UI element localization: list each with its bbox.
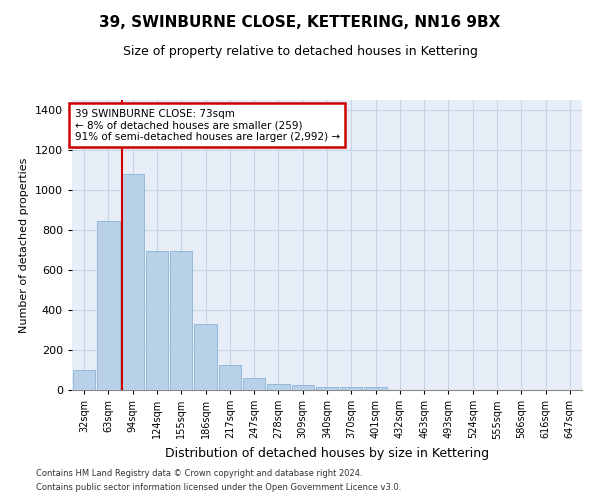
Bar	[122, 174, 144, 390]
Bar	[292, 385, 314, 390]
Bar	[97, 221, 119, 390]
Bar	[316, 387, 338, 390]
X-axis label: Distribution of detached houses by size in Kettering: Distribution of detached houses by size …	[165, 447, 489, 460]
Bar	[170, 251, 193, 390]
Text: Contains HM Land Registry data © Crown copyright and database right 2024.: Contains HM Land Registry data © Crown c…	[36, 468, 362, 477]
Text: 39, SWINBURNE CLOSE, KETTERING, NN16 9BX: 39, SWINBURNE CLOSE, KETTERING, NN16 9BX	[100, 15, 500, 30]
Bar	[267, 384, 290, 390]
Bar	[218, 365, 241, 390]
Bar	[340, 387, 362, 390]
Text: Size of property relative to detached houses in Kettering: Size of property relative to detached ho…	[122, 45, 478, 58]
Bar	[364, 387, 387, 390]
Bar	[146, 251, 168, 390]
Text: 39 SWINBURNE CLOSE: 73sqm
← 8% of detached houses are smaller (259)
91% of semi-: 39 SWINBURNE CLOSE: 73sqm ← 8% of detach…	[74, 108, 340, 142]
Y-axis label: Number of detached properties: Number of detached properties	[19, 158, 29, 332]
Bar	[243, 378, 265, 390]
Bar	[73, 370, 95, 390]
Bar	[194, 324, 217, 390]
Text: Contains public sector information licensed under the Open Government Licence v3: Contains public sector information licen…	[36, 484, 401, 492]
